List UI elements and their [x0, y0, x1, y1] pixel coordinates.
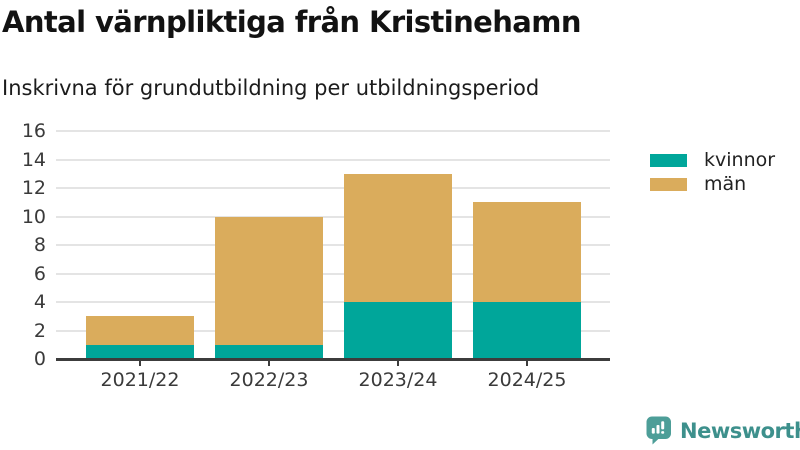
x-axis-tick — [526, 360, 528, 366]
y-axis-label: 10 — [21, 205, 46, 228]
x-axis-label: 2022/23 — [229, 369, 309, 391]
x-axis-line — [56, 358, 610, 361]
y-axis-label: 4 — [33, 291, 46, 313]
chart-subtitle: Inskrivna för grundutbildning per utbild… — [2, 76, 540, 100]
gridline — [56, 158, 610, 161]
bar-segment-män-2022/23 — [215, 216, 323, 345]
gridline — [56, 187, 610, 189]
y-axis-labels: 0 2 4 6 8 10 12 14 16 — [0, 120, 46, 370]
x-axis-label: 2023/24 — [358, 369, 438, 391]
legend-label: män — [704, 173, 747, 195]
newsworthy-logo-icon — [646, 416, 671, 445]
legend-swatch — [650, 177, 687, 191]
x-axis-tick — [397, 360, 399, 366]
gridline — [56, 272, 610, 275]
gridline — [56, 215, 610, 218]
bar-segment-kvinnor-2022/23 — [215, 344, 323, 359]
y-axis-label: 12 — [21, 177, 46, 199]
plot-area: 2021/22 2022/23 2023/24 2024/25 — [56, 130, 610, 391]
x-axis-label: 2024/25 — [487, 369, 567, 391]
gridline — [56, 329, 610, 332]
bar-segment-kvinnor-2021/22 — [86, 344, 194, 359]
y-axis-label: 6 — [33, 262, 46, 285]
legend-label: kvinnor — [704, 149, 776, 171]
y-axis-label: 16 — [21, 120, 46, 142]
newsworthy-logo: Newsworthy — [646, 416, 800, 445]
x-axis-tick — [268, 360, 270, 366]
legend-item-män: män — [650, 173, 775, 195]
y-axis-label: 0 — [33, 348, 46, 370]
y-axis-label: 14 — [21, 148, 46, 171]
bar-segment-män-2024/25 — [473, 202, 581, 302]
legend: kvinnor män — [650, 149, 775, 197]
chart-title: Antal värnpliktiga från Kristinehamn — [2, 5, 582, 39]
bar-segment-män-2023/24 — [344, 173, 452, 302]
newsworthy-wordmark: Newsworthy — [680, 418, 800, 443]
legend-swatch — [650, 153, 687, 167]
bar-segment-kvinnor-2024/25 — [473, 302, 581, 359]
x-axis-label: 2021/22 — [100, 369, 180, 391]
legend-item-kvinnor: kvinnor — [650, 149, 775, 171]
x-axis-tick — [139, 360, 141, 366]
y-axis-label: 8 — [33, 234, 46, 256]
y-axis-label: 2 — [33, 319, 46, 342]
gridline — [56, 130, 610, 132]
gridline — [56, 301, 610, 303]
bar-segment-män-2021/22 — [86, 316, 194, 345]
bar-segment-kvinnor-2023/24 — [344, 302, 452, 359]
gridline — [56, 244, 610, 246]
